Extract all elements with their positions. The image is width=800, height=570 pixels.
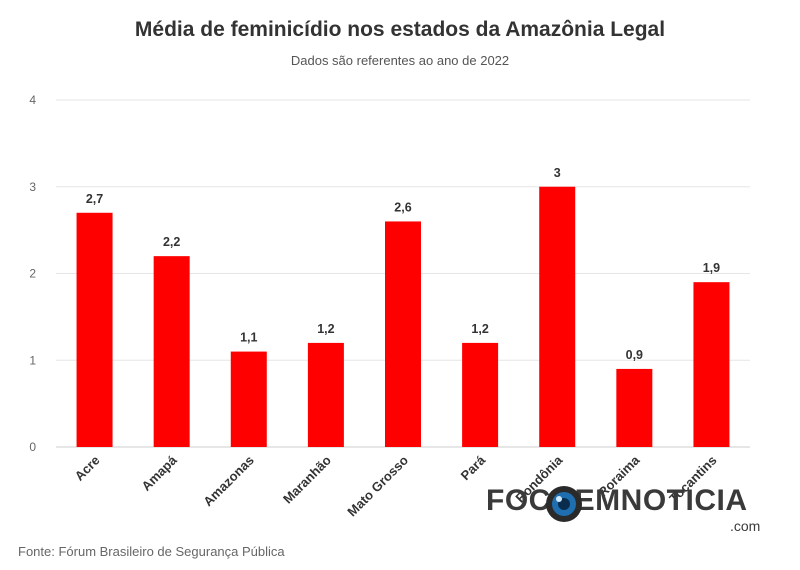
y-tick-label: 3 (29, 180, 36, 194)
bar-chart: 0 1 2 3 4 2,7 Acre 2,2 Amapá 1,1 Amazonas 1,2 Maranh… (29, 93, 750, 519)
x-tick-label: Acre (72, 453, 103, 484)
data-label: 1,1 (240, 331, 257, 345)
bar (230, 351, 267, 447)
data-label: 2,7 (86, 192, 103, 206)
y-tick-label: 2 (29, 267, 36, 281)
data-label: 2,6 (394, 200, 411, 214)
bar (616, 368, 653, 447)
camera-lens-icon (546, 486, 582, 522)
x-tick-label: Mato Grosso (344, 452, 411, 519)
chart-title: Média de feminicídio nos estados da Amaz… (134, 18, 666, 41)
data-label: 1,9 (703, 261, 720, 275)
bar (153, 256, 190, 447)
bar (307, 342, 344, 447)
watermark-domain: .com (730, 518, 761, 534)
watermark-logo: FOCOEMNOTICIA .com (486, 484, 776, 536)
chart-subtitle: Dados são referentes ao ano de 2022 (290, 53, 510, 68)
bar (385, 221, 421, 447)
data-label: 2,2 (163, 235, 180, 249)
watermark-text: FOCOEMNOTICIA (486, 484, 748, 517)
x-tick-label: Pará (458, 452, 489, 483)
bar (462, 342, 499, 447)
data-label: 1,2 (317, 322, 334, 336)
data-label: 0,9 (626, 348, 643, 362)
bar (539, 186, 576, 447)
x-tick-label: Amapá (139, 452, 181, 494)
y-tick-label: 4 (29, 93, 36, 107)
source-note: Fonte: Fórum Brasileiro de Segurança Púb… (18, 544, 285, 559)
x-tick-label: Amazonas (200, 453, 257, 510)
y-tick-label: 1 (29, 353, 36, 367)
bar (76, 212, 113, 447)
y-tick-label: 0 (29, 440, 36, 454)
data-label: 1,2 (471, 322, 488, 336)
data-label: 3 (554, 166, 561, 180)
bar (693, 282, 730, 447)
x-tick-label: Maranhão (280, 452, 334, 506)
